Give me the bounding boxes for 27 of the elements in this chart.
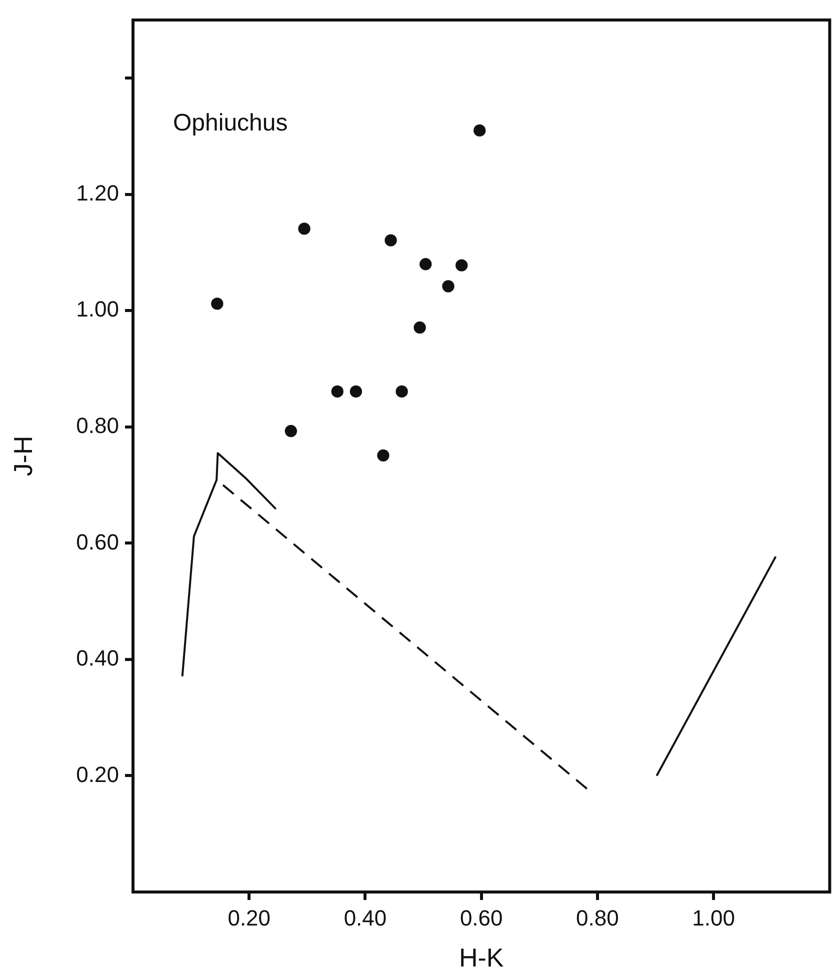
y-tick-label: 0.40 — [76, 646, 119, 671]
point — [349, 384, 363, 398]
point — [284, 424, 298, 438]
point — [210, 296, 224, 311]
point — [330, 384, 344, 398]
x-tick-label: 1.00 — [692, 905, 735, 930]
x-tick-label: 0.20 — [228, 905, 271, 930]
y-tick-label: 0.20 — [76, 762, 119, 787]
y-tick-label: 1.20 — [76, 180, 119, 206]
y-tick-label: 1.00 — [76, 296, 119, 322]
point — [384, 233, 398, 248]
annotation: Ophiuchus — [173, 110, 288, 137]
point — [441, 279, 456, 294]
point — [472, 124, 487, 138]
point — [454, 258, 469, 272]
x-tick-label: 0.40 — [344, 905, 387, 930]
point — [418, 257, 433, 272]
point — [297, 222, 312, 236]
point — [412, 320, 427, 334]
x-tick-label: 0.60 — [460, 905, 503, 930]
y-tick-label: 0.80 — [76, 412, 119, 438]
y-axis-title: J-H — [8, 436, 38, 476]
x-axis-title: H-K — [458, 942, 504, 973]
x-tick-label: 0.80 — [576, 905, 619, 930]
point — [394, 384, 409, 398]
y-tick-label: 0.60 — [76, 529, 119, 554]
point — [376, 448, 390, 462]
